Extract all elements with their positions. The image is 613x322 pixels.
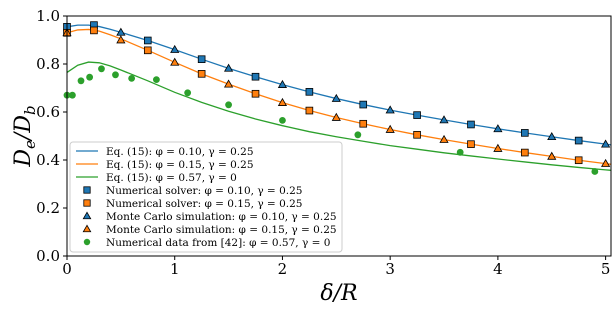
x-tick-label: 2: [278, 260, 288, 278]
data-point-triangle: [277, 79, 288, 88]
data-point-circle: [128, 75, 136, 82]
legend-entry-label: Numerical solver: φ = 0.10, γ = 0.25: [106, 185, 302, 197]
y-tick-label: 1.0: [36, 7, 60, 25]
data-point-triangle: [170, 44, 180, 53]
legend-entry-label: Eq. (15): φ = 0.10, γ = 0.25: [106, 146, 254, 158]
series-line-3: [67, 61, 612, 171]
data-point-square: [251, 72, 260, 81]
data-point-circle: [68, 91, 76, 99]
y-tick-label: 0.8: [36, 55, 60, 73]
data-point-circle: [153, 76, 160, 83]
data-point-square: [305, 106, 314, 115]
data-point-square: [143, 46, 152, 55]
data-point-square: [251, 89, 260, 98]
data-point-square: [305, 88, 314, 96]
legend-swatch-marker: [83, 238, 91, 246]
x-tick-label: 4: [493, 260, 503, 278]
y-tick-label: 0.0: [36, 247, 60, 265]
legend-entry-label: Numerical data from [42]: φ = 0.57, γ = …: [106, 237, 330, 249]
data-point-circle: [279, 117, 286, 124]
axis-ticks: 0 1 2 3 4 5 0.0 0.2 0.4 0.6 0.8 1.0: [36, 7, 610, 278]
legend-entry-label: Monte Carlo simulation: φ = 0.10, γ = 0.…: [106, 211, 337, 223]
data-point-triangle: [493, 143, 503, 152]
data-point-triangle: [601, 158, 611, 167]
data-point-triangle: [223, 79, 234, 88]
data-point-triangle: [277, 97, 288, 106]
data-point-square: [143, 36, 152, 45]
data-point-triangle: [439, 115, 449, 124]
y-axis-label-text: De/Db: [11, 105, 39, 167]
legend-entry-label: Eq. (15): φ = 0.57, γ = 0: [106, 172, 237, 184]
data-point-square: [413, 130, 421, 139]
x-tick-label: 5: [601, 260, 611, 278]
y-tick-label: 0.2: [36, 199, 60, 217]
y-axis-label: De/Db: [11, 105, 39, 167]
data-point-triangle: [493, 124, 503, 133]
legend-box: [69, 141, 343, 253]
legend-swatch-marker: [82, 211, 92, 220]
legend-entry-label: Monte Carlo simulation: φ = 0.15, γ = 0.…: [106, 224, 337, 236]
data-point-square: [197, 55, 206, 63]
plot-frame: [66, 15, 612, 257]
data-point-circle: [184, 89, 192, 97]
data-point-triangle: [547, 132, 557, 141]
data-point-triangle: [223, 63, 234, 72]
data-point-circle: [112, 71, 119, 79]
data-point-circle: [86, 73, 94, 81]
x-tick-label: 3: [385, 260, 395, 278]
data-point-square: [359, 119, 368, 128]
y-tick-label: 0.4: [36, 151, 60, 169]
x-tick-label: 0: [62, 260, 72, 278]
data-point-triangle: [547, 151, 557, 160]
data-point-square: [197, 70, 206, 78]
data-point-triangle: [116, 35, 126, 44]
data-point-square: [574, 156, 583, 165]
data-point-square: [359, 100, 368, 109]
data-point-circle: [354, 131, 362, 139]
data-point-circle: [77, 77, 85, 85]
data-point-triangle: [439, 134, 449, 143]
data-point-circle: [225, 101, 232, 109]
legend-swatch-marker: [82, 224, 92, 233]
data-point-square: [467, 140, 475, 148]
data-point-square: [467, 120, 475, 129]
data-point-triangle: [331, 93, 341, 102]
legend-swatch-marker: [83, 186, 91, 194]
x-axis-label: δ/R: [320, 281, 357, 306]
data-point-square: [90, 26, 98, 35]
data-point-triangle: [601, 139, 611, 148]
data-point-square: [574, 136, 583, 145]
data-point-triangle: [385, 105, 395, 114]
legend-entry-label: Numerical solver: φ = 0.15, γ = 0.25: [106, 198, 302, 210]
data-point-circle: [98, 65, 105, 73]
data-point-circle: [591, 168, 599, 175]
data-point-circle: [456, 148, 464, 156]
data-point-square: [521, 129, 529, 137]
data-point-triangle: [385, 124, 395, 133]
data-point-triangle: [331, 112, 341, 121]
x-tick-label: 1: [170, 260, 180, 278]
data-point-triangle: [170, 57, 180, 66]
data-point-triangle: [116, 27, 126, 36]
legend-entry-label: Eq. (15): φ = 0.15, γ = 0.25: [106, 159, 254, 171]
data-point-square: [413, 111, 421, 119]
legend-swatch-marker: [83, 199, 91, 207]
data-point-square: [521, 148, 529, 157]
y-tick-label: 0.6: [36, 103, 60, 121]
